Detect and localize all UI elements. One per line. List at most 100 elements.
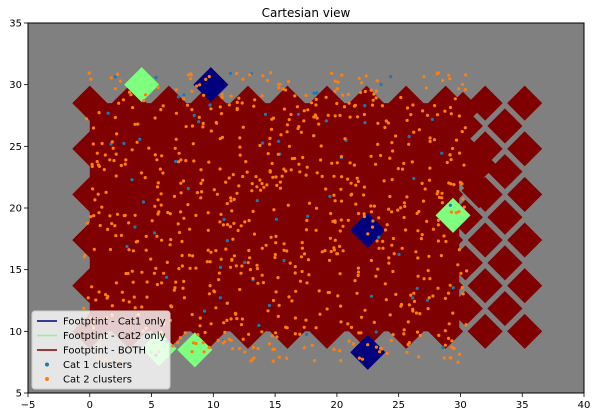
cat2-cluster-point — [209, 322, 213, 326]
cat2-cluster-point — [333, 89, 337, 93]
cat2-cluster-point — [226, 223, 230, 227]
cat2-cluster-point — [104, 293, 108, 297]
cat2-cluster-point — [297, 125, 301, 129]
cat2-cluster-point — [197, 115, 201, 119]
cat2-cluster-point — [372, 204, 376, 208]
cat2-cluster-point — [191, 254, 195, 258]
cat2-cluster-point — [465, 269, 469, 273]
cat2-cluster-point — [195, 191, 199, 195]
cat2-cluster-point — [405, 118, 409, 122]
legend-label: Footptint - BOTH — [63, 346, 146, 357]
cat2-cluster-point — [251, 209, 255, 213]
cat2-cluster-point — [353, 279, 357, 283]
cat2-cluster-point — [315, 171, 319, 175]
cat2-cluster-point — [399, 302, 404, 307]
cat2-cluster-point — [218, 167, 222, 171]
cat2-cluster-point — [113, 115, 117, 120]
cat2-cluster-point — [394, 134, 398, 138]
cat1-cluster-point — [328, 194, 332, 199]
cat2-cluster-point — [238, 346, 242, 351]
cat2-cluster-point — [177, 151, 181, 155]
cat2-cluster-point — [198, 316, 202, 320]
cat2-cluster-point — [202, 350, 206, 354]
cat2-cluster-point — [239, 224, 243, 228]
cat2-cluster-point — [285, 123, 289, 127]
cat2-cluster-point — [369, 154, 373, 158]
cat2-cluster-point — [139, 171, 144, 175]
cat2-cluster-point — [304, 228, 309, 232]
cat2-cluster-point — [277, 355, 281, 359]
cat2-cluster-point — [276, 82, 281, 86]
cat1-cluster-point — [296, 112, 300, 116]
cat2-cluster-point — [352, 163, 356, 167]
cat1-cluster-point — [441, 346, 445, 350]
cat2-cluster-point — [239, 323, 244, 327]
cat1-cluster-point — [363, 104, 367, 108]
cat1-cluster-point — [277, 139, 281, 143]
cat2-cluster-point — [405, 106, 410, 110]
cat2-cluster-point — [359, 315, 364, 319]
cat2-cluster-point — [355, 176, 359, 180]
x-tick-label: 30 — [454, 400, 467, 411]
cat2-cluster-point — [370, 225, 375, 229]
cat2-cluster-point — [172, 288, 176, 292]
cat2-cluster-point — [248, 268, 252, 272]
cat2-cluster-point — [271, 298, 276, 303]
cat2-cluster-point — [459, 271, 463, 275]
cat2-cluster-point — [243, 220, 247, 224]
cat2-cluster-point — [276, 314, 280, 318]
cat2-cluster-point — [405, 350, 409, 354]
cat2-cluster-point — [231, 237, 235, 241]
legend-label: Cat 2 clusters — [63, 375, 132, 386]
cat2-cluster-point — [332, 174, 336, 178]
footprint-tile-both — [507, 176, 543, 213]
cat2-cluster-point — [351, 342, 356, 346]
cat2-cluster-point — [241, 77, 245, 81]
cat2-cluster-point — [448, 153, 452, 157]
cat2-cluster-point — [113, 87, 117, 91]
cat1-cluster-point — [174, 159, 178, 164]
cat2-cluster-point — [237, 184, 241, 188]
cat2-cluster-point — [109, 76, 113, 80]
cat2-cluster-point — [173, 146, 177, 150]
cat2-cluster-point — [177, 267, 181, 271]
cat2-cluster-point — [299, 130, 303, 134]
cat2-cluster-point — [462, 163, 466, 167]
cat2-cluster-point — [238, 136, 242, 140]
cat1-cluster-point — [267, 303, 271, 308]
cat2-cluster-point — [207, 345, 211, 350]
cat2-cluster-point — [293, 271, 297, 275]
cat2-cluster-point — [392, 252, 396, 256]
cat2-cluster-point — [276, 276, 280, 280]
cat2-cluster-point — [182, 216, 186, 220]
cat2-cluster-point — [446, 291, 451, 295]
cat1-cluster-point — [182, 93, 186, 97]
cat2-cluster-point — [431, 294, 435, 298]
cat1-cluster-point — [154, 75, 158, 80]
cat2-cluster-point — [369, 204, 373, 208]
cat2-cluster-point — [336, 294, 340, 298]
cat2-cluster-point — [136, 122, 140, 126]
cat2-cluster-point — [448, 283, 452, 287]
cat2-cluster-point — [255, 185, 259, 189]
cat2-cluster-point — [201, 125, 205, 129]
cat2-cluster-point — [422, 75, 426, 79]
footprint-tile-cat2-only — [124, 67, 160, 103]
cat1-cluster-point — [125, 244, 129, 249]
cat2-cluster-point — [235, 191, 239, 195]
cat2-cluster-point — [339, 320, 343, 324]
cat2-cluster-point — [317, 289, 321, 293]
cat2-cluster-point — [173, 286, 177, 290]
cat2-cluster-point — [214, 249, 218, 253]
cat2-cluster-point — [231, 173, 235, 177]
cat2-cluster-point — [375, 79, 379, 83]
cat2-cluster-point — [396, 167, 400, 171]
cat2-cluster-point — [220, 92, 224, 96]
cat2-cluster-point — [436, 189, 440, 194]
cat2-cluster-point — [461, 292, 465, 296]
cat2-cluster-point — [304, 173, 308, 177]
cat2-cluster-point — [201, 341, 205, 345]
cat2-cluster-point — [289, 168, 293, 172]
cat2-cluster-point — [186, 73, 190, 77]
cat2-cluster-point — [285, 130, 289, 134]
